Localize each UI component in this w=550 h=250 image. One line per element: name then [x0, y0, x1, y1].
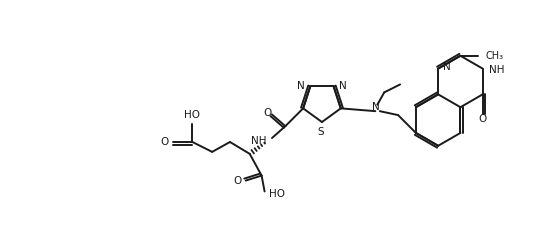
Text: S: S	[318, 128, 324, 138]
Text: HO: HO	[269, 190, 285, 200]
Text: O: O	[233, 176, 241, 186]
Text: N: N	[443, 62, 451, 72]
Text: HO: HO	[184, 110, 200, 120]
Text: N: N	[372, 102, 380, 112]
Text: N: N	[297, 81, 305, 91]
Text: O: O	[263, 108, 272, 118]
Text: O: O	[478, 114, 487, 124]
Text: NH: NH	[488, 64, 504, 74]
Text: NH: NH	[251, 136, 267, 146]
Text: O: O	[160, 137, 168, 147]
Text: N: N	[339, 81, 346, 91]
Text: CH₃: CH₃	[485, 51, 503, 61]
